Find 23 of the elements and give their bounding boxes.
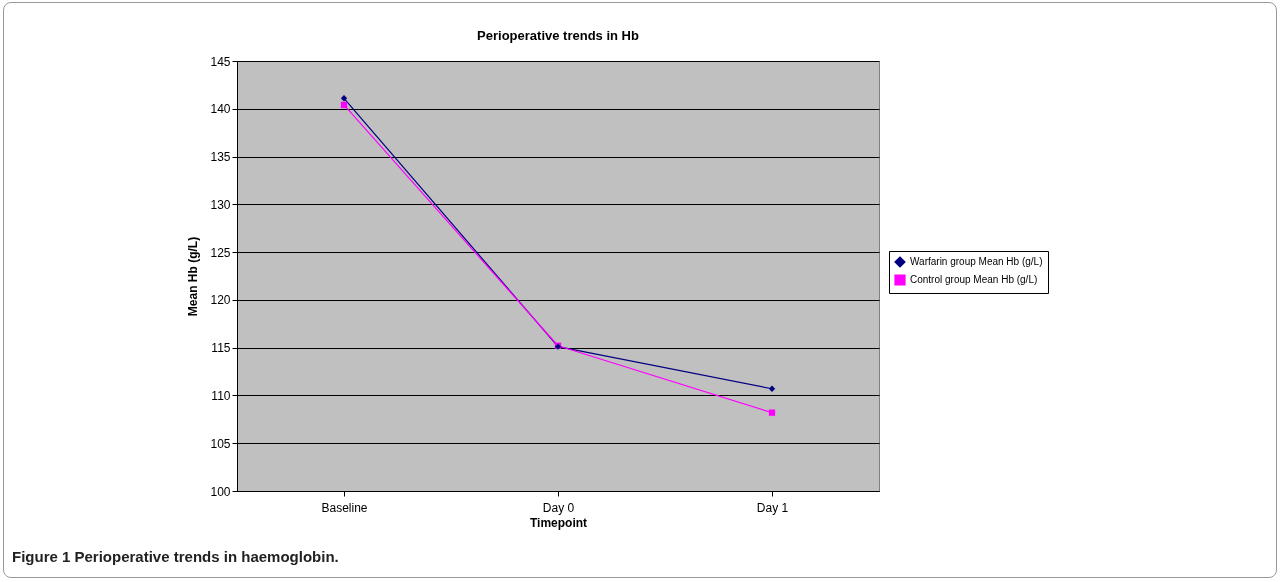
- legend-label: Control group Mean Hb (g/L): [910, 274, 1038, 285]
- y-tick-label: 105: [210, 436, 231, 451]
- legend-label: Warfarin group Mean Hb (g/L): [910, 256, 1043, 267]
- x-tick-label: Day 0: [542, 500, 575, 515]
- y-tick-label: 145: [210, 54, 231, 69]
- caption: Figure 1 Perioperative trends in haemoglobin.: [12, 548, 339, 565]
- y-tick-label: 115: [211, 341, 231, 356]
- y-tick-label: 110: [211, 388, 231, 403]
- chart-title: Perioperative trends in Hb: [477, 28, 639, 43]
- point: [340, 101, 348, 109]
- point: [768, 385, 776, 392]
- y-axis-title: Mean Hb (g/L): [186, 236, 201, 317]
- y-tick-label: 130: [210, 197, 231, 212]
- y-tick-label: 140: [210, 102, 231, 117]
- x-tick-label: Day 1: [756, 500, 789, 515]
- x-axis-title: Timepoint: [529, 515, 588, 530]
- point: [340, 95, 348, 102]
- x-tick-label: Baseline: [321, 500, 368, 515]
- y-tick-label: 125: [210, 245, 231, 260]
- point: [768, 409, 776, 416]
- y-tick-label: 100: [210, 484, 231, 499]
- y-tick-label: 120: [210, 293, 231, 308]
- y-tick-label: 135: [210, 150, 231, 165]
